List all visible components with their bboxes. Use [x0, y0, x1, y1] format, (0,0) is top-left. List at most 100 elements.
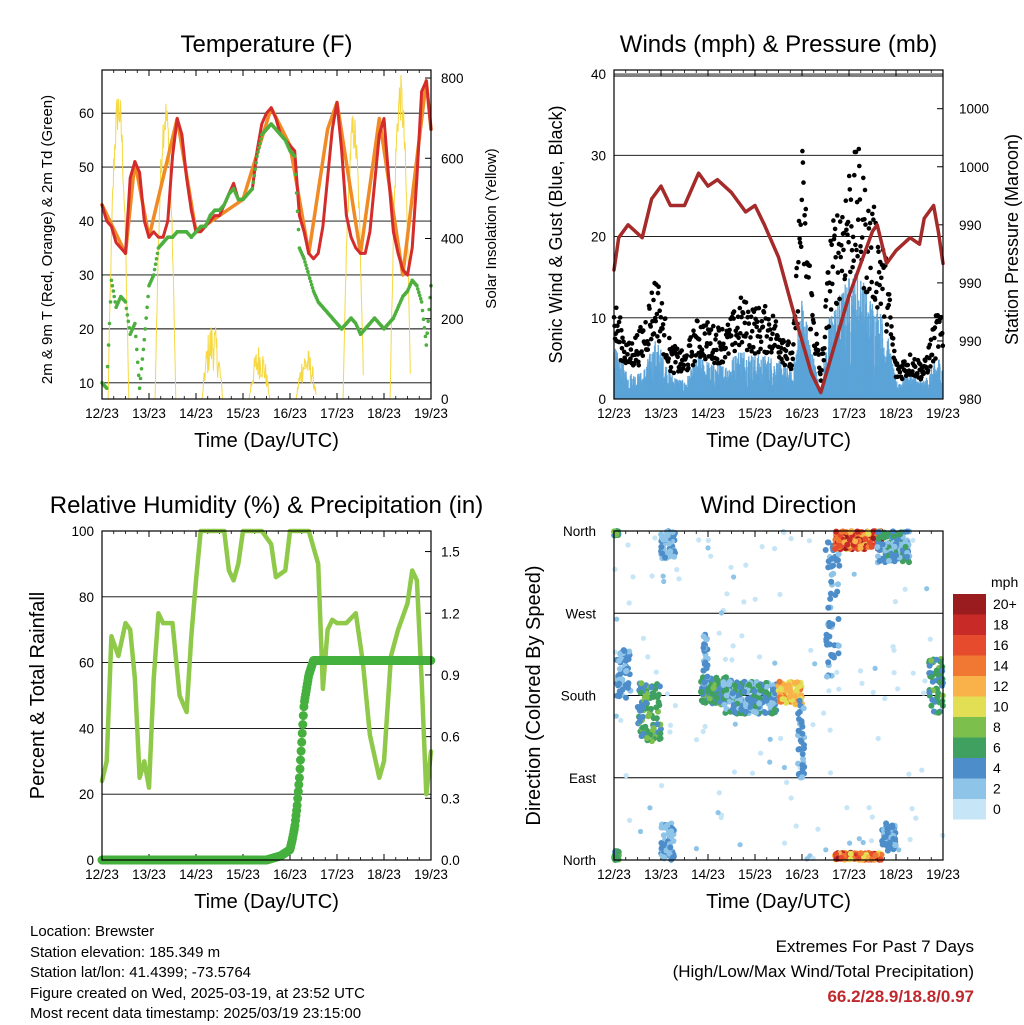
direction-point: [910, 670, 916, 676]
direction-point: [741, 599, 747, 605]
plot-frame: [101, 69, 432, 400]
direction-point: [700, 697, 707, 704]
direction-point: [715, 810, 721, 816]
direction-point: [708, 553, 714, 559]
pressure-line: [612, 171, 945, 395]
dewpoint-point: [104, 386, 109, 391]
solar-insolation-day: [154, 103, 177, 400]
y-tick-label: West: [565, 606, 596, 621]
solar-insolation-day: [295, 350, 317, 400]
direction-point: [737, 842, 743, 848]
gust-point: [681, 362, 687, 368]
y2-tick-label: 1000: [959, 160, 989, 175]
dewpoint-point: [305, 266, 309, 271]
gust-point: [862, 217, 867, 222]
dewpoint-point: [152, 267, 157, 272]
direction-point: [704, 673, 711, 680]
x-tick-label: 14/23: [691, 406, 725, 421]
gust-point: [790, 356, 796, 362]
direction-point: [924, 586, 930, 592]
direction-point: [935, 709, 942, 716]
x-tick-label: 14/23: [691, 867, 725, 882]
direction-point: [834, 669, 840, 675]
direction-point: [741, 688, 748, 695]
direction-point: [738, 706, 745, 713]
colorbar-label: 10: [993, 699, 1009, 715]
direction-point: [870, 689, 876, 696]
gust-point: [738, 295, 744, 301]
gust-point: [666, 356, 671, 361]
gust-point: [703, 356, 708, 362]
gust-point: [668, 365, 674, 370]
direction-point: [827, 595, 834, 602]
dewpoint-point: [416, 287, 420, 291]
direction-point: [746, 681, 752, 688]
direction-point: [718, 814, 724, 821]
gust-point: [758, 339, 764, 345]
gust-point: [751, 344, 756, 350]
direction-point: [821, 710, 827, 716]
gust-point: [655, 334, 660, 339]
gust-point: [681, 366, 686, 371]
direction-point: [801, 745, 807, 752]
direction-point: [869, 814, 875, 820]
direction-point: [723, 692, 730, 699]
direction-point: [661, 578, 667, 585]
direction-point: [835, 642, 842, 649]
direction-point: [623, 668, 630, 675]
dewpoint-point: [109, 278, 114, 283]
direction-point: [891, 543, 898, 550]
direction-point: [815, 826, 821, 832]
dewpoint-point: [421, 317, 426, 322]
y2-axis-label: Station Pressure (Maroon): [1002, 134, 1022, 345]
direction-point: [654, 721, 661, 728]
direction-point: [613, 713, 619, 719]
direction-point: [795, 746, 802, 753]
gust-point: [765, 350, 770, 355]
direction-point: [890, 835, 897, 842]
dewpoint-point: [140, 357, 145, 361]
direction-point: [705, 687, 712, 693]
gust-point: [923, 358, 928, 364]
gust-point: [725, 322, 731, 328]
precipitation-point: [297, 728, 307, 738]
direction-point: [662, 554, 668, 561]
gust-point: [731, 309, 737, 314]
x-tick-label: 16/23: [273, 867, 307, 882]
dewpoint-point: [127, 326, 132, 330]
direction-point: [739, 633, 745, 639]
x-tick-label: 19/23: [926, 867, 960, 882]
direction-point: [874, 544, 881, 550]
gust-point: [831, 236, 837, 242]
gust-point: [736, 335, 741, 341]
x-tick-label: 19/23: [414, 406, 448, 421]
x-tick-label: 13/23: [132, 406, 166, 421]
direction-point: [902, 539, 909, 546]
gust-point: [744, 347, 750, 353]
x-tick-label: 15/23: [226, 406, 260, 421]
y-tick-label: North: [563, 524, 596, 539]
direction-point: [896, 530, 903, 537]
dewpoint-point: [294, 191, 299, 195]
gust-point: [880, 286, 885, 292]
y2-axis-label: Solar Insolation (Yellow): [483, 148, 500, 308]
gust-point: [871, 204, 877, 210]
gust-point: [781, 339, 787, 345]
colorbar-label: 6: [993, 740, 1001, 756]
precipitation-point: [298, 720, 308, 729]
direction-point: [637, 689, 644, 696]
dewpoint-point: [424, 343, 429, 347]
direction-point: [616, 680, 622, 687]
gust-point: [819, 368, 824, 373]
gust-point: [837, 219, 843, 224]
y-tick-label: 30: [79, 268, 94, 283]
direction-point: [657, 730, 664, 737]
direction-point: [838, 528, 845, 535]
gust-point: [714, 347, 719, 353]
direction-point: [844, 541, 851, 548]
direction-point: [624, 656, 630, 663]
gust-point: [791, 342, 796, 347]
created-text: Figure created on Wed, 2025-03-19, at 23…: [30, 984, 365, 1002]
direction-point: [823, 636, 830, 643]
precipitation-point: [296, 755, 305, 765]
